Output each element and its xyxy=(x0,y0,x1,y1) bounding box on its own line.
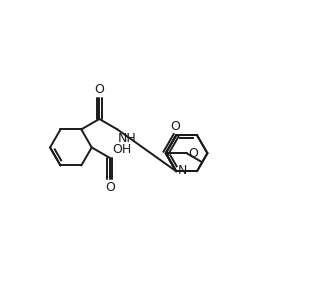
Text: N: N xyxy=(178,164,187,177)
Text: O: O xyxy=(105,181,115,194)
Text: O: O xyxy=(94,83,104,96)
Text: NH: NH xyxy=(118,132,137,145)
Text: O: O xyxy=(171,120,180,133)
Text: O: O xyxy=(188,147,198,160)
Text: OH: OH xyxy=(113,143,132,156)
